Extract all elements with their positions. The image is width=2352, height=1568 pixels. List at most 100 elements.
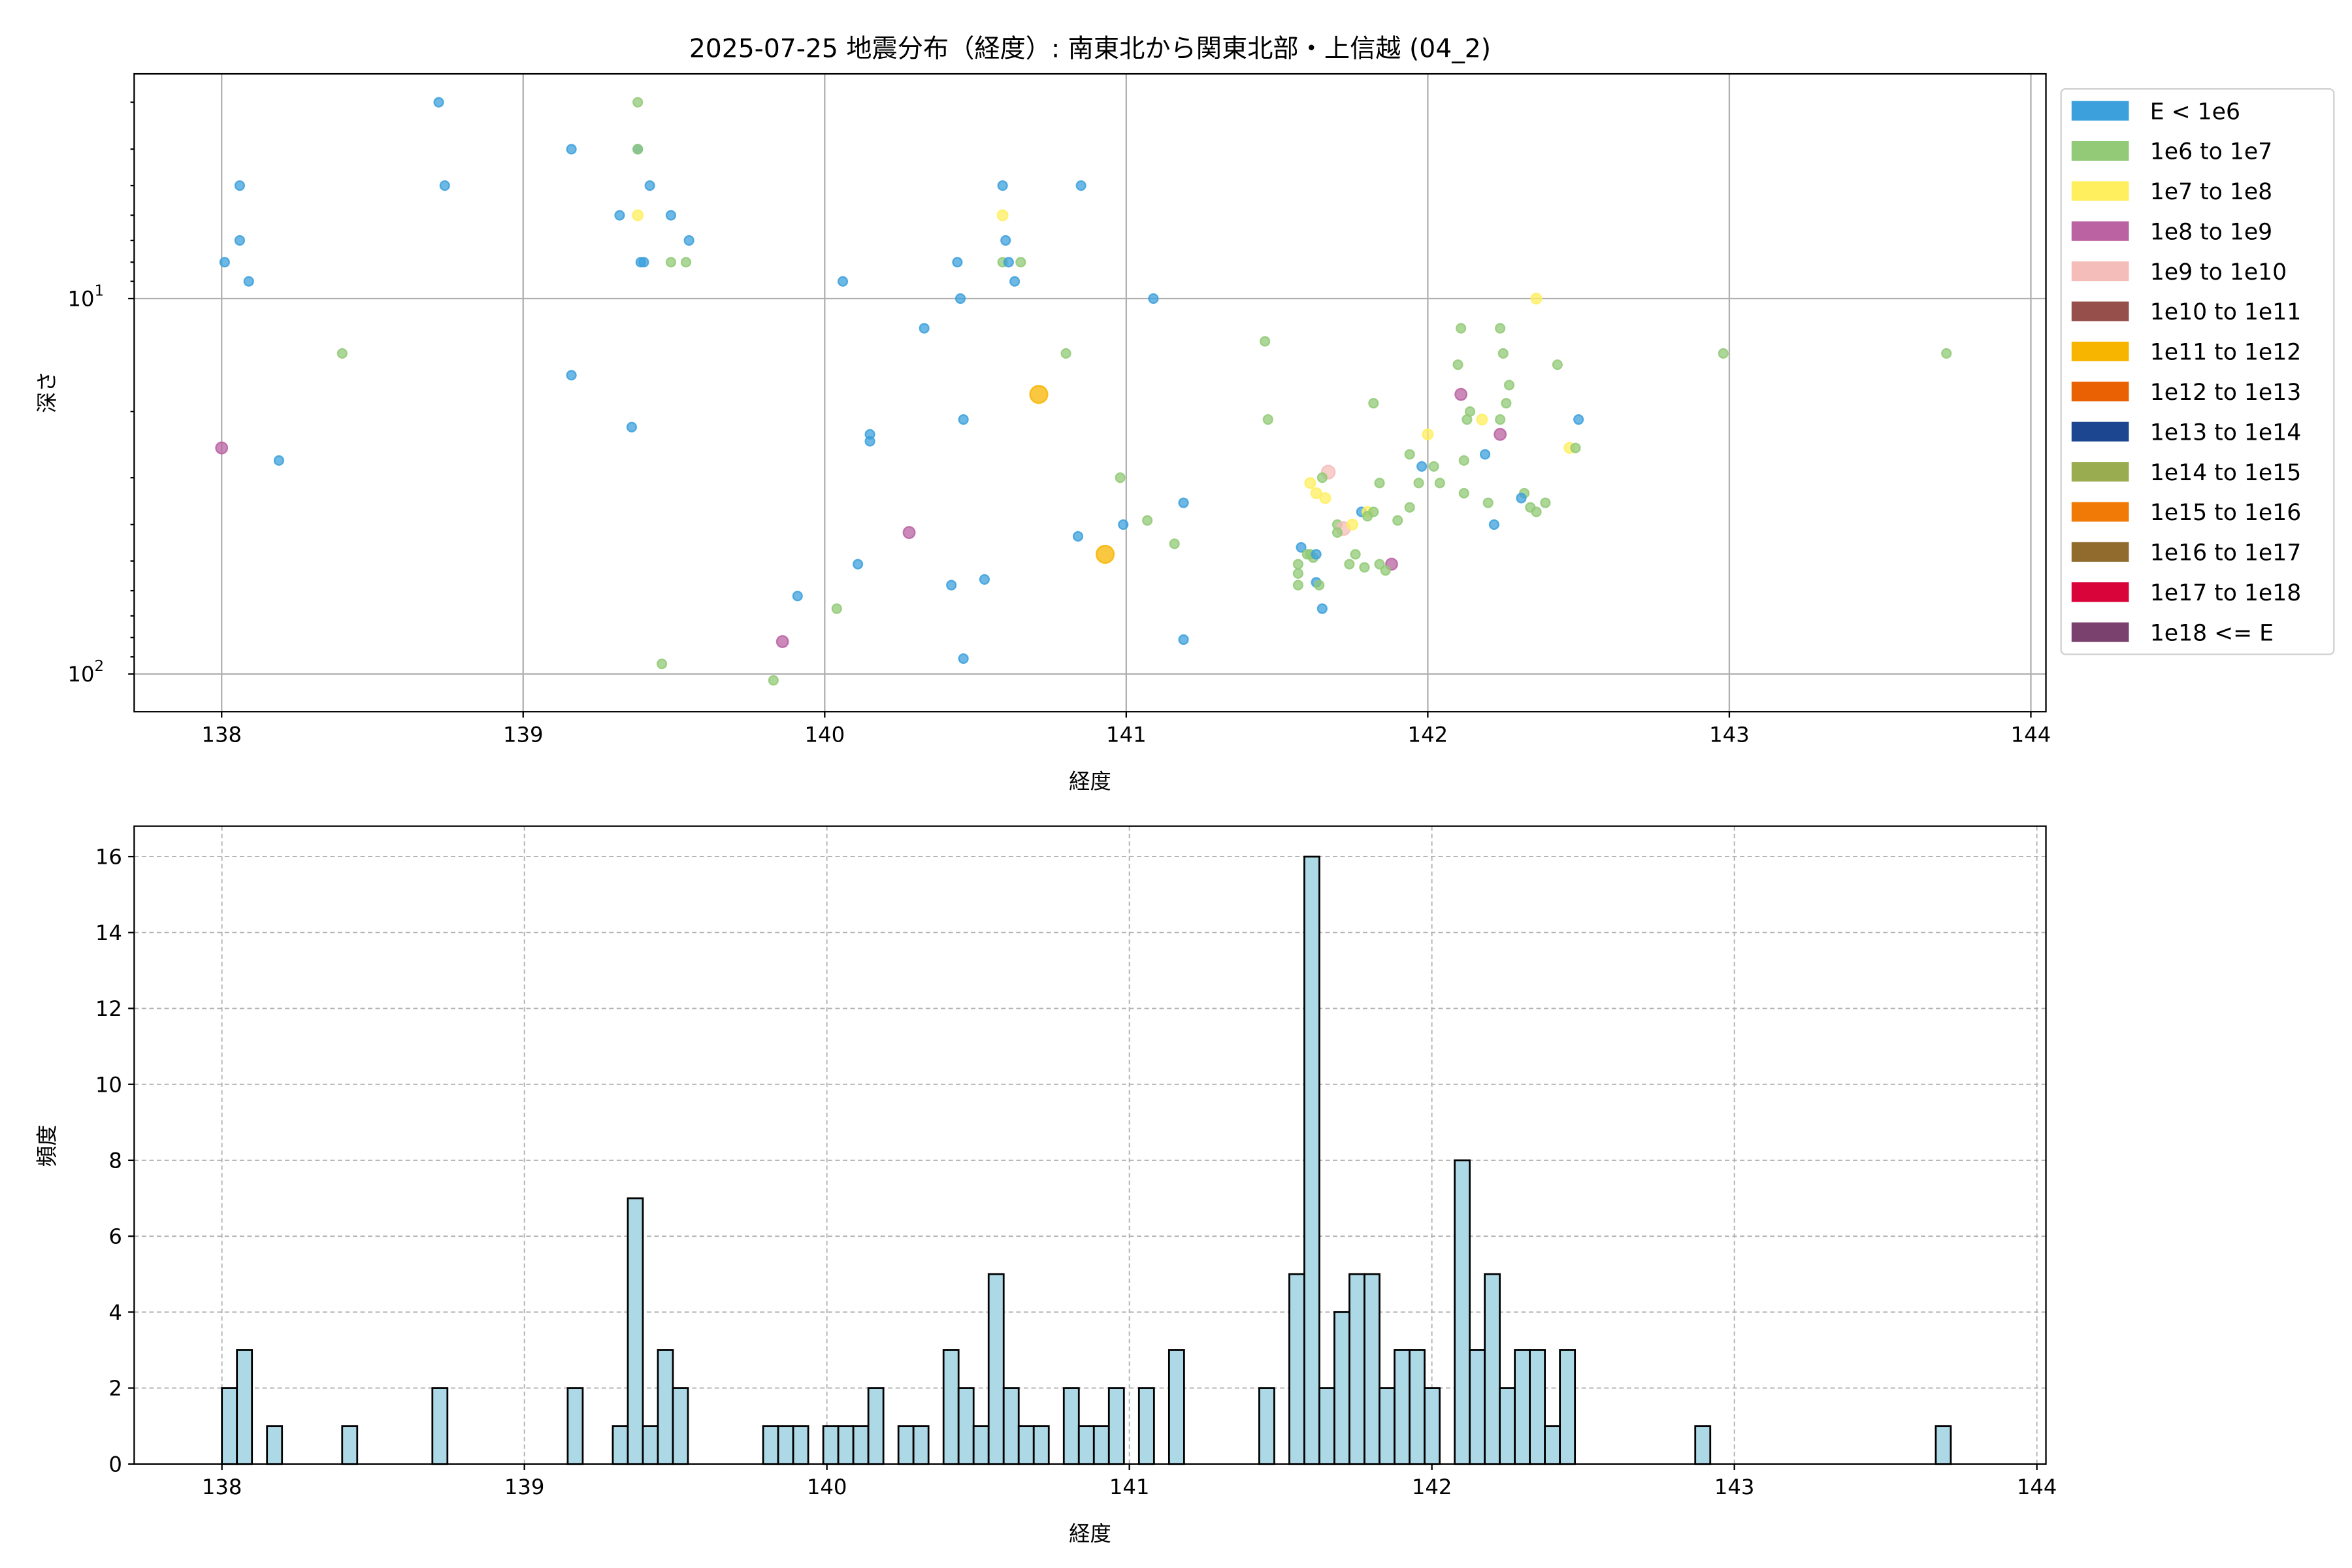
legend-label: 1e18 <= E — [2150, 620, 2274, 646]
histogram-bar — [1935, 1425, 1952, 1465]
legend-swatch — [2071, 301, 2129, 321]
histogram-bar — [1499, 1387, 1516, 1465]
histogram-bar — [1258, 1387, 1275, 1465]
scatter-point — [1422, 428, 1434, 440]
legend-swatch — [2071, 181, 2129, 201]
histogram-bar — [221, 1387, 238, 1465]
scatter-point — [1178, 497, 1189, 508]
scatter-point — [1304, 477, 1316, 489]
scatter-point — [234, 235, 245, 246]
histogram-bar — [1559, 1349, 1576, 1465]
legend-box — [2060, 88, 2335, 655]
histogram-bar — [942, 1349, 960, 1465]
scatter-point — [1316, 603, 1328, 614]
scatter-point — [1296, 542, 1307, 553]
histogram-bar — [1394, 1349, 1411, 1465]
scatter-point — [1413, 478, 1424, 489]
scatter-x-tick-label: 141 — [1106, 722, 1147, 747]
tick-exponent: 2 — [95, 658, 105, 675]
scatter-point — [996, 209, 1009, 221]
histogram-frame — [133, 825, 2047, 1465]
histogram-bar — [1032, 1425, 1050, 1465]
histogram-bar — [266, 1425, 284, 1465]
histogram-bar — [1364, 1273, 1380, 1465]
histogram-bar — [1484, 1273, 1501, 1465]
scatter-point — [1316, 472, 1328, 483]
tick-base: 10 — [67, 662, 94, 687]
scatter-point — [1458, 487, 1469, 498]
scatter-y-tick-label: 101 — [67, 282, 104, 311]
scatter-x-tick-label: 142 — [1408, 722, 1448, 747]
histogram-bar — [1333, 1311, 1350, 1465]
scatter-point — [632, 144, 644, 155]
histogram-y-tick-label: 16 — [95, 845, 122, 870]
scatter-point — [864, 436, 875, 447]
legend-swatch — [2071, 502, 2129, 522]
scatter-point — [1404, 502, 1415, 513]
scatter-point — [1416, 461, 1428, 472]
scatter-point — [1482, 497, 1494, 508]
scatter-point — [1392, 515, 1403, 526]
histogram-y-tick-label: 4 — [108, 1300, 122, 1325]
scatter-point — [1060, 348, 1071, 359]
scatter-point — [1000, 235, 1011, 246]
scatter-point — [1262, 414, 1273, 425]
scatter-point — [1148, 293, 1159, 304]
legend-label: 1e17 to 1e18 — [2150, 580, 2301, 606]
scatter-point — [768, 675, 779, 686]
histogram-panel: 138 139 140 141 142 143 144 0 2 4 6 8 10 12 14 16 経度 頻度 — [35, 825, 2057, 1546]
histogram-bar — [1424, 1387, 1441, 1465]
tick-exponent: 1 — [95, 282, 105, 299]
scatter-point — [1570, 442, 1581, 453]
scatter-point — [626, 421, 637, 433]
histogram-bar — [1303, 855, 1320, 1465]
scatter-point — [1404, 449, 1415, 460]
scatter-x-tick-label: 138 — [201, 722, 242, 747]
histogram-y-tick-label: 0 — [108, 1452, 122, 1477]
histogram-bar — [972, 1425, 990, 1465]
scatter-point — [614, 210, 625, 221]
histogram-y-tick-label: 8 — [108, 1148, 122, 1173]
scatter-point — [1292, 559, 1303, 570]
scatter-point — [1292, 568, 1303, 579]
scatter-point — [1029, 385, 1049, 404]
histogram-bar — [1092, 1425, 1110, 1465]
legend-swatch — [2071, 341, 2129, 361]
legend-swatch — [2071, 261, 2129, 282]
scatter-point — [952, 257, 963, 268]
scatter-point — [234, 180, 245, 191]
histogram-bar — [236, 1349, 253, 1465]
histogram-bar — [1379, 1387, 1396, 1465]
histogram-bar — [777, 1425, 794, 1465]
legend-label: 1e16 to 1e17 — [2150, 540, 2301, 566]
histogram-bar — [1077, 1425, 1095, 1465]
histogram-bar — [1062, 1387, 1080, 1465]
scatter-point — [1374, 478, 1385, 489]
scatter-point — [1380, 565, 1391, 576]
scatter-x-tick-label: 140 — [804, 722, 845, 747]
scatter-point — [273, 455, 284, 466]
chart-title: 2025-07-25 地震分布（経度）: 南東北から関東北部・上信越 (04_2… — [689, 35, 1491, 64]
scatter-point — [958, 414, 969, 425]
histogram-bar — [657, 1349, 674, 1465]
scatter-point — [776, 635, 789, 648]
histogram-bar — [1107, 1387, 1125, 1465]
histogram-x-tick-label: 140 — [807, 1475, 847, 1499]
scatter-point — [665, 257, 676, 268]
histogram-bar — [867, 1387, 885, 1465]
histogram-bar — [566, 1387, 584, 1465]
histogram-bar — [1288, 1273, 1305, 1465]
scatter-point — [1480, 449, 1491, 460]
histogram-bar — [1469, 1349, 1486, 1465]
legend-swatch — [2071, 101, 2129, 121]
histogram-ticks: 138 139 140 141 142 143 144 0 2 4 6 8 10 12 14 16 — [95, 845, 2057, 1499]
legend-label: 1e9 to 1e10 — [2150, 259, 2287, 286]
histogram-grid — [134, 826, 2046, 1465]
legend-label: 1e6 to 1e7 — [2150, 139, 2272, 165]
scatter-point — [1096, 544, 1115, 564]
histogram-bar — [1529, 1349, 1546, 1465]
scatter-point — [1488, 519, 1499, 531]
